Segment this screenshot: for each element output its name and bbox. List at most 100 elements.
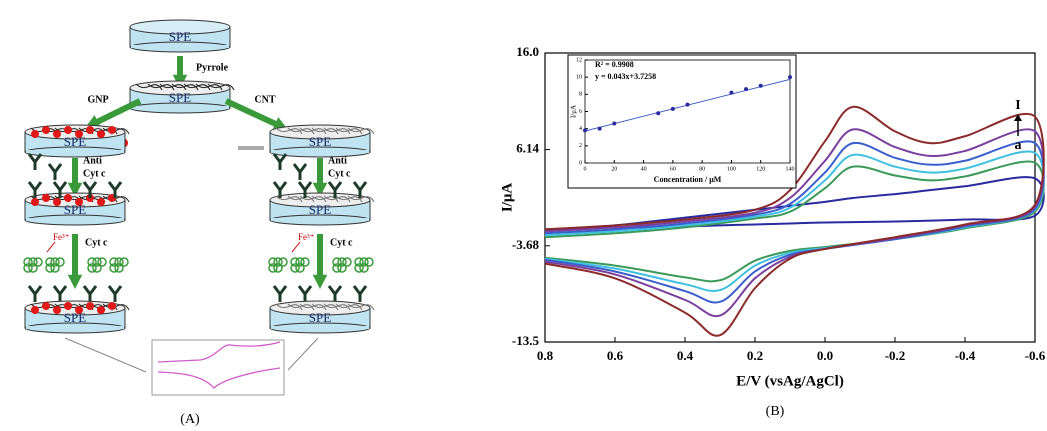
antibody: [52, 285, 68, 302]
gold-nanoparticle: [75, 306, 83, 314]
gold-nanoparticle: [75, 198, 83, 206]
inset-y-tick-label: 12: [576, 57, 582, 63]
polymer-mesh: [102, 127, 130, 135]
antibody: [297, 181, 313, 198]
polymer-mesh: [347, 127, 375, 135]
cytochrome: [300, 257, 310, 267]
inset-x-tick-label: 80: [699, 166, 705, 172]
cytochrome: [359, 263, 369, 273]
cytochrome: [92, 257, 102, 267]
x-tick-label: 0.4: [677, 348, 694, 363]
cytochrome: [28, 257, 38, 267]
cytochrome: [273, 257, 283, 267]
cytochrome: [114, 257, 124, 267]
gold-nanoparticle: [53, 130, 61, 138]
modifier-label: GNP: [87, 94, 108, 105]
annotation: a: [1015, 138, 1022, 153]
electrode-label: SPE: [64, 134, 86, 149]
x-tick-label: 0.0: [817, 348, 833, 363]
antibody-label: Anti: [83, 155, 102, 166]
antibody: [82, 285, 98, 302]
analyte-label: Cyt c: [85, 237, 108, 248]
x-tick-label: -0.4: [955, 348, 976, 363]
gold-nanoparticle: [97, 306, 105, 314]
annotation: I: [1015, 98, 1020, 113]
step-arrow-head: [67, 274, 83, 289]
y-tick-label: -3.68: [512, 237, 540, 252]
antibody: [52, 181, 68, 198]
calibration-point: [656, 111, 661, 116]
electrode-label: SPE: [309, 134, 331, 149]
step-arrow-head: [67, 182, 83, 197]
calibration-point: [744, 87, 749, 92]
inset-x-tick-label: 20: [611, 166, 617, 172]
antibody: [327, 181, 343, 198]
cytochrome: [295, 263, 305, 273]
inset-x-tick-label: 0: [584, 166, 587, 172]
inset-y-axis-label: I/μA: [570, 105, 578, 118]
cytochrome: [278, 257, 288, 267]
gold-nanoparticle: [31, 306, 39, 314]
cytochrome: [119, 257, 129, 267]
calibration-point: [583, 128, 587, 133]
y-tick-label: 6.14: [516, 141, 539, 156]
gold-nanoparticle: [53, 198, 61, 206]
antibody: [352, 181, 368, 198]
annotation-arrow-head: [1014, 114, 1022, 121]
y-tick-label: -13.5: [512, 333, 540, 348]
voltammogram: [544, 140, 1045, 304]
cytochrome: [92, 263, 102, 273]
antibody-label: Cyt c: [83, 168, 106, 179]
inset-y-tick-label: 0: [579, 160, 582, 166]
inset-y-tick-label: 10: [576, 75, 582, 81]
y-tick-label: 16.0: [516, 44, 539, 59]
cytochrome: [359, 257, 369, 267]
pointer: [64, 337, 147, 373]
inset-x-tick-label: 60: [670, 166, 676, 172]
cytochrome: [332, 263, 342, 273]
cytochrome: [45, 263, 55, 273]
gold-nanoparticle: [31, 198, 39, 206]
cytochrome: [28, 263, 38, 273]
antibody: [272, 181, 288, 198]
voltammogram: [544, 128, 1045, 318]
cytochrome: [23, 263, 33, 273]
step-arrow: [224, 98, 282, 129]
inset-y-tick-label: 2: [579, 143, 582, 149]
antibody: [272, 285, 288, 302]
antibody: [297, 285, 313, 302]
nanotube: [238, 146, 264, 150]
antibody: [107, 285, 123, 302]
electrode-label: SPE: [309, 310, 331, 325]
cytochrome: [354, 257, 364, 267]
cytochrome: [109, 263, 119, 273]
cytochrome: [332, 257, 342, 267]
cytochrome: [342, 257, 352, 267]
x-axis-label: E/V (vsAg/AgCl): [736, 373, 844, 389]
gold-nanoparticle: [108, 302, 116, 310]
x-tick-label: 0.6: [607, 348, 624, 363]
gold-nanoparticle: [42, 194, 50, 202]
cytochrome: [295, 257, 305, 267]
gold-nanoparticle: [42, 126, 50, 134]
inset-annotation: R² = 0.9908: [595, 60, 634, 69]
gold-nanoparticle: [64, 302, 72, 310]
gold-nanoparticle: [64, 126, 72, 134]
cytochrome: [114, 263, 124, 273]
inset-y-tick-label: 4: [579, 126, 582, 132]
gold-nanoparticle: [108, 126, 116, 134]
calibration-point: [758, 83, 763, 88]
calibration-point: [612, 121, 617, 126]
cytochrome: [273, 263, 283, 273]
gold-nanoparticle: [64, 194, 72, 202]
cytochrome: [50, 263, 60, 273]
electrode-top: [129, 19, 231, 35]
cytochrome: [268, 257, 278, 267]
polymer-mesh: [207, 83, 235, 91]
calibration-point: [685, 102, 690, 107]
gold-nanoparticle: [53, 306, 61, 314]
cytochrome: [23, 257, 33, 267]
antibody: [27, 285, 43, 302]
inset-x-tick-label: 100: [727, 166, 736, 172]
